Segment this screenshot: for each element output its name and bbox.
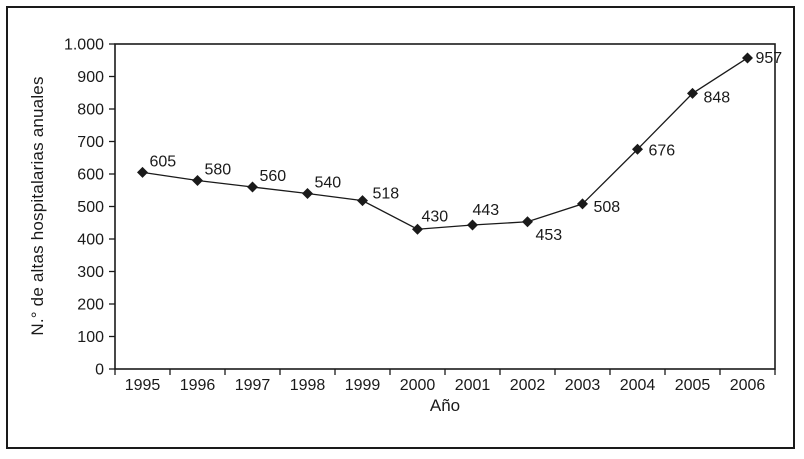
data-point-label: 560 bbox=[260, 168, 287, 185]
x-tick-label: 2006 bbox=[730, 377, 766, 394]
data-point-label: 580 bbox=[205, 162, 232, 179]
data-point-label: 957 bbox=[756, 50, 783, 67]
series-line bbox=[142, 57, 748, 230]
x-tick-label: 2002 bbox=[510, 377, 546, 394]
x-axis-title: Año bbox=[429, 396, 461, 415]
x-tick-label: 1999 bbox=[345, 377, 381, 394]
data-point-label: 430 bbox=[422, 208, 449, 225]
y-tick-label: 0 bbox=[95, 362, 104, 379]
y-tick-label: 600 bbox=[77, 167, 104, 184]
x-tick-label: 1997 bbox=[235, 377, 271, 394]
data-point-marker bbox=[632, 143, 643, 155]
x-tick-label: 2005 bbox=[675, 377, 711, 394]
data-point-marker bbox=[137, 166, 148, 178]
y-tick-label: 300 bbox=[77, 264, 104, 281]
x-tick-label: 2000 bbox=[400, 377, 436, 394]
y-tick-label: 700 bbox=[77, 134, 104, 151]
x-tick-label: 1998 bbox=[290, 377, 326, 394]
data-point-label: 676 bbox=[649, 142, 676, 159]
data-point-marker bbox=[357, 195, 368, 207]
data-point-marker bbox=[742, 52, 753, 64]
data-point-marker bbox=[577, 198, 588, 210]
data-point-marker bbox=[687, 87, 698, 99]
figure-border bbox=[6, 6, 795, 449]
data-point-label: 540 bbox=[315, 175, 342, 192]
x-tick-label: 1995 bbox=[125, 377, 161, 394]
y-tick-label: 800 bbox=[77, 102, 104, 119]
x-tick-label: 2003 bbox=[565, 377, 601, 394]
y-tick-label: 200 bbox=[77, 297, 104, 314]
y-tick-label: 900 bbox=[77, 69, 104, 86]
plot-area-border bbox=[114, 43, 776, 370]
data-point-label: 605 bbox=[150, 153, 177, 170]
data-point-marker bbox=[412, 223, 423, 235]
y-tick-label: 100 bbox=[77, 329, 104, 346]
data-point-marker bbox=[192, 175, 203, 186]
data-point-label: 453 bbox=[536, 227, 563, 244]
x-tick-label: 2001 bbox=[455, 377, 491, 394]
data-point-label: 508 bbox=[594, 199, 621, 216]
data-point-marker bbox=[522, 216, 533, 228]
y-tick-label: 400 bbox=[77, 232, 104, 249]
x-tick-label: 2004 bbox=[620, 377, 656, 394]
data-point-marker bbox=[247, 181, 258, 193]
data-point-marker bbox=[302, 188, 313, 199]
data-point-label: 518 bbox=[373, 186, 400, 203]
data-point-label: 848 bbox=[704, 89, 731, 106]
data-point-marker bbox=[467, 219, 478, 231]
data-point-label: 443 bbox=[473, 202, 500, 219]
x-tick-label: 1996 bbox=[180, 377, 216, 394]
y-tick-label: 500 bbox=[77, 199, 104, 216]
y-tick-label: 1.000 bbox=[64, 37, 104, 54]
